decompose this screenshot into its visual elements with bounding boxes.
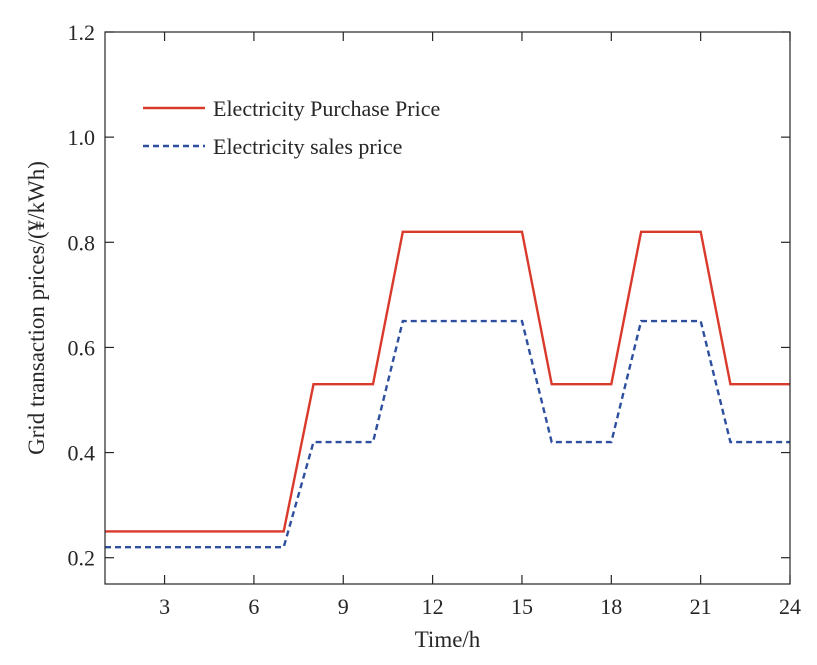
- plot-lines: [105, 230, 790, 549]
- x-tick-label: 12: [422, 594, 444, 619]
- legend: Electricity Purchase Price Electricity sa…: [143, 96, 440, 159]
- series-line-2: [105, 319, 790, 549]
- y-axis-ticks: 0.2 0.4 0.6 0.8 1.0 1.2: [68, 20, 790, 571]
- y-tick-label: 0.6: [68, 335, 96, 360]
- series-line-1: [105, 230, 790, 533]
- x-axis-ticks: 3 6 9 12 15 18 21 24: [159, 32, 801, 619]
- y-tick-label: 1.2: [68, 20, 96, 45]
- legend-label-2: Electricity sales price: [213, 134, 402, 159]
- x-tick-label: 18: [600, 594, 622, 619]
- legend-label-1: Electricity Purchase Price: [213, 96, 440, 121]
- y-tick-label: 0.8: [68, 230, 96, 255]
- y-tick-label: 0.4: [68, 441, 96, 466]
- x-tick-label: 6: [248, 594, 259, 619]
- y-tick-label: 1.0: [68, 125, 96, 150]
- y-tick-label: 0.2: [68, 546, 96, 571]
- plot-frame: [104, 31, 791, 585]
- x-tick-label: 3: [159, 594, 170, 619]
- x-tick-label: 21: [690, 594, 712, 619]
- x-tick-label: 24: [779, 594, 801, 619]
- x-tick-label: 15: [511, 594, 533, 619]
- y-axis-title: Grid transaction prices/(¥/kWh): [24, 161, 49, 455]
- x-tick-label: 9: [338, 594, 349, 619]
- x-axis-title: Time/h: [415, 627, 481, 652]
